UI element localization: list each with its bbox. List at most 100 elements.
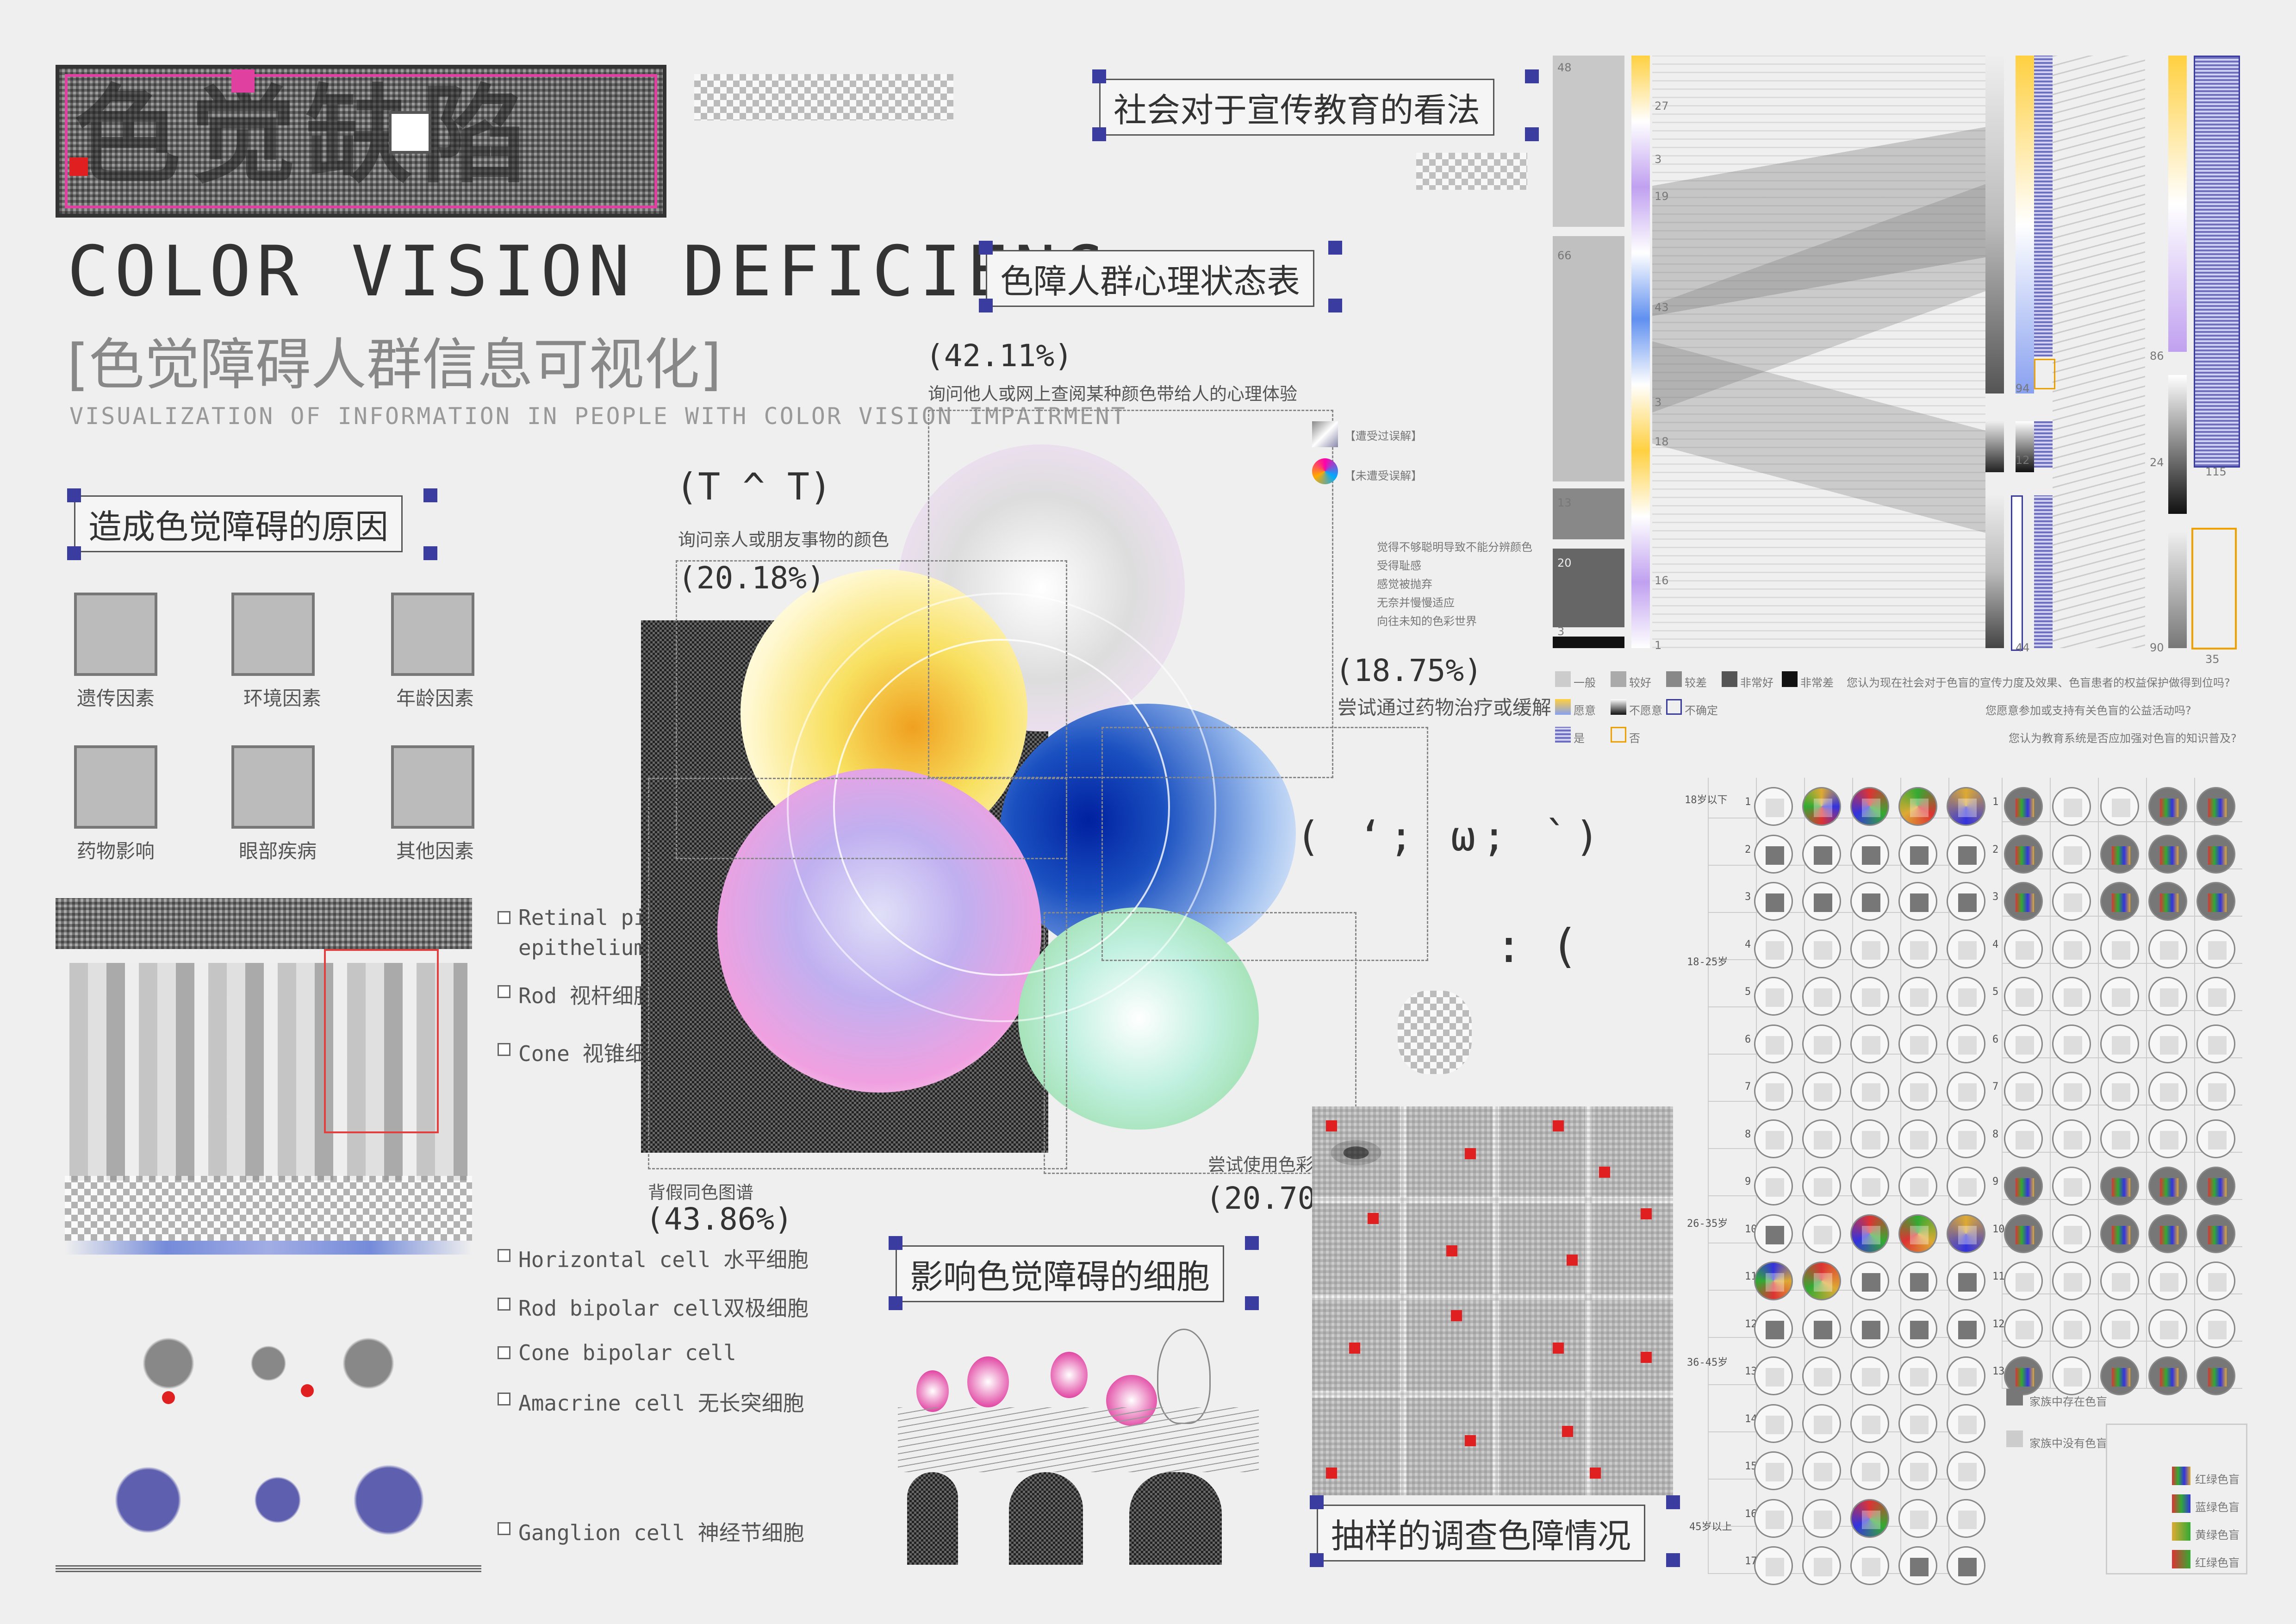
matrix-circle bbox=[2148, 1072, 2187, 1111]
cause-label: 药物影响 bbox=[76, 840, 155, 862]
matrix-circle bbox=[2004, 977, 2043, 1016]
age-under-18: 18岁以下 bbox=[1685, 794, 1728, 806]
matrix-circle bbox=[1754, 977, 1793, 1016]
matrix-circle bbox=[2196, 929, 2235, 968]
title-cn: [色觉障碍人群信息可视化] bbox=[67, 333, 722, 397]
matrix-circle bbox=[1850, 1451, 1889, 1490]
sankey-bar-3b: 3 bbox=[1655, 396, 1661, 409]
matrix-circle bbox=[1802, 1167, 1841, 1206]
matrix-circle bbox=[2004, 1262, 2043, 1300]
matrix-circle bbox=[1898, 1024, 1937, 1063]
matrix-circle bbox=[1754, 882, 1793, 921]
legend-misunderstood: 【遭受过误解】 bbox=[1344, 430, 1422, 443]
matrix-circle bbox=[1898, 1167, 1937, 1206]
matrix-type-legend: 红绿色盲 蓝绿色盲 黄绿色盲 红绿色盲 bbox=[2106, 1424, 2247, 1574]
matrix-circle bbox=[1802, 1546, 1841, 1585]
feeling-3: 感觉被抛弃 bbox=[1377, 578, 1432, 591]
sankey-left-3: 3 bbox=[1557, 625, 1565, 638]
matrix-circle bbox=[2100, 1119, 2139, 1158]
pct-43-86: (43.86%) bbox=[646, 1201, 793, 1237]
causes-heading: 造成色觉障碍的原因 bbox=[74, 495, 403, 552]
social-pixel-blocks bbox=[1416, 153, 1527, 190]
sankey-right-90: 90 bbox=[2150, 641, 2164, 654]
matrix-circle bbox=[2100, 1024, 2139, 1063]
matrix-circle bbox=[1754, 1262, 1793, 1300]
matrix-circle bbox=[1802, 1404, 1841, 1443]
matrix-circle bbox=[2196, 1356, 2235, 1395]
matrix-circle bbox=[1898, 929, 1937, 968]
matrix-circle bbox=[2052, 977, 2091, 1016]
matrix-circle bbox=[2196, 1167, 2235, 1206]
matrix-circle bbox=[2148, 1262, 2187, 1300]
label-rod-bipolar: Rod bipolar cell双极细胞 bbox=[518, 1296, 809, 1321]
matrix-circle bbox=[2196, 1072, 2235, 1111]
matrix-circle bbox=[1898, 1499, 1937, 1538]
title-en: COLOR VISION DEFICIENC bbox=[67, 231, 1109, 312]
matrix-circle bbox=[1802, 1262, 1841, 1300]
matrix-circle bbox=[1947, 882, 1985, 921]
label-epithelium: epithelium bbox=[518, 935, 647, 960]
header-pixel-strip bbox=[694, 74, 953, 120]
legend-unsure: 不确定 bbox=[1685, 704, 1718, 717]
matrix-circle bbox=[2004, 1167, 2043, 1206]
subtitle-en: VISUALIZATION OF INFORMATION IN PEOPLE W… bbox=[69, 403, 1127, 430]
matrix-circle bbox=[1850, 787, 1889, 826]
matrix-circle bbox=[1850, 1546, 1889, 1585]
matrix-circle bbox=[2052, 1072, 2091, 1111]
sankey-bar-18: 18 bbox=[1655, 435, 1669, 448]
matrix-circle bbox=[2004, 1024, 2043, 1063]
matrix-row-number: 7 bbox=[1992, 1081, 1999, 1093]
sankey-left-48: 48 bbox=[1557, 61, 1572, 74]
type-yellow-green: 黄绿色盲 bbox=[2195, 1529, 2240, 1542]
sankey-right-24: 24 bbox=[2150, 456, 2164, 469]
matrix-row-number: 1 bbox=[1745, 796, 1751, 808]
matrix-circle bbox=[2148, 977, 2187, 1016]
cells-heading: 影响色觉障碍的细胞 bbox=[896, 1245, 1225, 1302]
matrix-circle bbox=[1754, 1167, 1793, 1206]
matrix-circle bbox=[2052, 1356, 2091, 1395]
matrix-circle bbox=[2052, 1024, 2091, 1063]
label-amacrine: Amacrine cell 无长突细胞 bbox=[518, 1391, 804, 1416]
frame-20-18 bbox=[676, 560, 1067, 859]
legend-not-misunderstood: 【未遭受误解】 bbox=[1344, 469, 1422, 482]
matrix-circle bbox=[1802, 1214, 1841, 1253]
legend-yes: 是 bbox=[1574, 732, 1585, 745]
matrix-circle bbox=[1947, 1309, 1985, 1348]
legend-very-poor: 非常差 bbox=[1800, 676, 1834, 689]
matrix-circle bbox=[1947, 1262, 1985, 1300]
matrix-circle bbox=[1754, 929, 1793, 968]
question-3: 您认为教育系统是否应加强对色盲的知识普及? bbox=[2009, 732, 2237, 745]
matrix-circle bbox=[2100, 1356, 2139, 1395]
matrix-row-number: 3 bbox=[1745, 891, 1751, 903]
question-42-11: 询问他人或网上查阅某种颜色带给人的心理体验 bbox=[928, 384, 1298, 404]
matrix-legend-family-no: 家族中没有色盲 bbox=[2029, 1437, 2107, 1450]
eye-icon bbox=[231, 745, 315, 829]
matrix-circle bbox=[1850, 1119, 1889, 1158]
frame-18-75 bbox=[1101, 727, 1428, 961]
type-red-green-2: 红绿色盲 bbox=[2195, 1556, 2240, 1569]
cells-illustration bbox=[898, 1315, 1259, 1574]
matrix-circle bbox=[1898, 882, 1937, 921]
sankey-bar-1: 1 bbox=[1655, 639, 1661, 652]
matrix-circle bbox=[2100, 977, 2139, 1016]
matrix-circle bbox=[1850, 929, 1889, 968]
matrix-circle bbox=[2196, 1309, 2235, 1348]
matrix-circle bbox=[1850, 1167, 1889, 1206]
matrix-circle bbox=[2196, 834, 2235, 874]
legend-unwilling: 不愿意 bbox=[1629, 704, 1662, 717]
psych-heading: 色障人群心理状态表 bbox=[986, 250, 1315, 307]
matrix-circle bbox=[1898, 834, 1937, 874]
matrix-circle bbox=[1802, 1024, 1841, 1063]
matrix-circle bbox=[1754, 834, 1793, 874]
question-18-75: 尝试通过药物治疗或缓解 bbox=[1338, 696, 1552, 719]
matrix-circle bbox=[1850, 882, 1889, 921]
matrix-circle bbox=[1754, 1214, 1793, 1253]
matrix-row-number: 6 bbox=[1745, 1033, 1751, 1045]
age-26-35: 26-35岁 bbox=[1687, 1218, 1728, 1230]
emoticon-crying: (T ^ T) bbox=[676, 465, 832, 508]
sankey-mid-44: 44 bbox=[2016, 641, 2030, 654]
matrix-circle bbox=[1947, 1404, 1985, 1443]
matrix-circle bbox=[1898, 1072, 1937, 1111]
social-heading: 社会对于宣传教育的看法 bbox=[1099, 79, 1495, 136]
matrix-circle bbox=[1850, 977, 1889, 1016]
